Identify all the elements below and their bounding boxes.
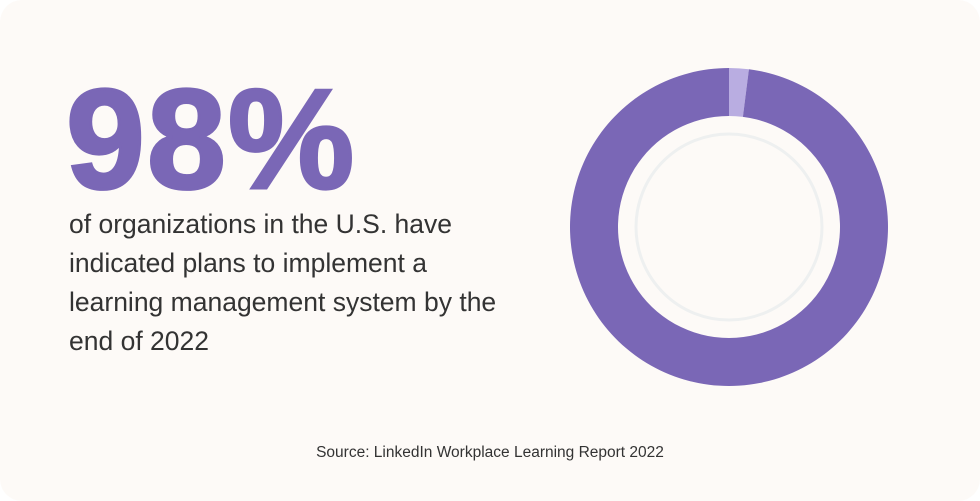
donut-slice-planning-LMS	[570, 68, 888, 386]
description-text: of organizations in the U.S. have indica…	[69, 209, 497, 356]
source-text: Source: LinkedIn Workplace Learning Repo…	[316, 444, 664, 461]
headline-percentage: 98%	[64, 59, 357, 221]
inner-decorative-ring	[634, 132, 824, 322]
donut-slice-other	[729, 68, 749, 117]
donut-chart	[570, 68, 888, 386]
